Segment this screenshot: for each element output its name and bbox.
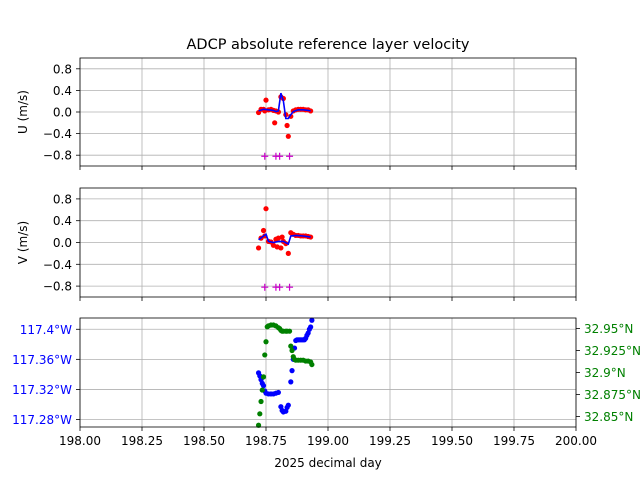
- longitude-point: [288, 379, 294, 385]
- y-tick-label: 0.0: [53, 236, 72, 250]
- y-tick-label: 0.0: [53, 106, 72, 120]
- plus-marker: [286, 283, 294, 291]
- data-point: [308, 108, 314, 114]
- latitude-tick-label: 32.875°N: [584, 388, 640, 402]
- latitude-point: [255, 422, 262, 428]
- longitude-point: [260, 383, 267, 389]
- longitude-tick-label: 117.36°W: [12, 353, 72, 367]
- v-velocity-panel: 0.8 0.4 0.0 −0.4 −0.8 V (m/s): [16, 187, 577, 301]
- data-point: [278, 245, 284, 251]
- y-tick-label: −0.4: [43, 127, 72, 141]
- y-axis-label: U (m/s): [16, 90, 30, 134]
- x-tick-label: 199.25: [369, 434, 411, 448]
- x-tick-label: 199.75: [493, 434, 535, 448]
- longitude-tick-label: 117.32°W: [12, 383, 72, 397]
- latitude-point: [260, 374, 267, 380]
- data-point: [255, 245, 262, 251]
- latitude-point: [262, 352, 268, 358]
- plus-marker: [276, 152, 284, 160]
- y-axis-label: V (m/s): [16, 221, 30, 264]
- longitude-tick-label: 117.4°W: [20, 323, 72, 337]
- latitude-point: [257, 411, 263, 417]
- x-tick-label: 199.00: [307, 434, 349, 448]
- latitude-tick-label: 32.95°N: [584, 322, 633, 336]
- latitude-point: [289, 347, 295, 354]
- data-point: [285, 250, 291, 256]
- y-tick-label: 0.8: [53, 62, 72, 76]
- data-point: [260, 227, 267, 234]
- latitude-point: [263, 339, 269, 345]
- y-tick-label: 0.8: [53, 192, 72, 206]
- plus-marker: [286, 152, 294, 160]
- longitude-tick-label: 117.28°W: [12, 413, 72, 427]
- longitude-point: [285, 402, 291, 408]
- x-tick-label: 198.50: [183, 434, 225, 448]
- plot-frame: [79, 187, 577, 298]
- x-axis-label: 2025 decimal day: [274, 456, 382, 470]
- x-tick-label: 198.25: [121, 434, 163, 448]
- data-point: [279, 234, 285, 240]
- latitude-point: [259, 387, 265, 393]
- plot-frame: [79, 317, 577, 428]
- y-tick-label: −0.8: [43, 149, 72, 163]
- latitude-point: [288, 343, 294, 349]
- plus-marker: [261, 283, 269, 291]
- longitude-point: [309, 317, 315, 323]
- latitude-point: [258, 398, 264, 405]
- series-line: [258, 233, 311, 246]
- data-point: [308, 234, 314, 240]
- x-tick-label: 199.50: [431, 434, 473, 448]
- plus-marker: [276, 283, 284, 291]
- latitude-point: [309, 361, 315, 368]
- data-point: [263, 97, 269, 103]
- latitude-tick-label: 32.85°N: [584, 410, 633, 424]
- plus-marker: [261, 152, 269, 160]
- data-point: [272, 120, 278, 126]
- data-point: [263, 206, 269, 212]
- longitude-point: [289, 368, 295, 374]
- latitude-tick-label: 32.925°N: [584, 344, 640, 358]
- chart-title: ADCP absolute reference layer velocity: [186, 37, 469, 53]
- u-velocity-panel: 0.8 0.4 0.0 −0.4 −0.8 U (m/s): [16, 57, 577, 170]
- x-tick-label: 198.75: [245, 434, 287, 448]
- y-tick-label: 0.4: [53, 214, 72, 228]
- y-tick-label: 0.4: [53, 84, 72, 98]
- y-tick-label: −0.8: [43, 280, 72, 294]
- series-line: [258, 92, 311, 120]
- position-panel: 198.00 198.25 198.50 198.75 199.00 199.25 199.…: [12, 317, 640, 470]
- x-tick-label: 200.00: [555, 434, 597, 448]
- plot-frame: [79, 57, 577, 167]
- latitude-tick-label: 32.9°N: [584, 366, 626, 380]
- longitude-point: [275, 389, 281, 396]
- x-tick-label: 198.00: [59, 434, 101, 448]
- longitude-point: [308, 324, 314, 330]
- y-tick-label: −0.4: [43, 258, 72, 272]
- latitude-point: [286, 328, 293, 334]
- data-point: [284, 122, 290, 129]
- data-point: [285, 133, 291, 139]
